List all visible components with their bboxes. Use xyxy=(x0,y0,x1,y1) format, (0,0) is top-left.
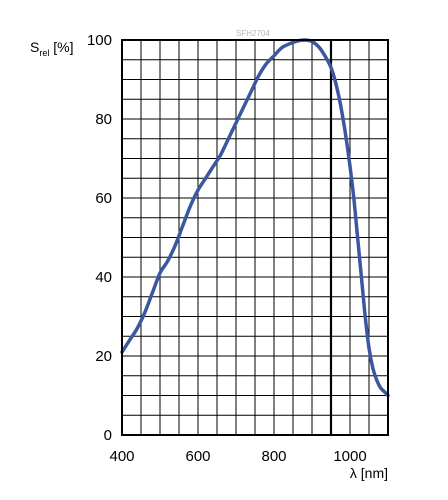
y-tick-label: 100 xyxy=(87,32,112,49)
x-tick-label: 400 xyxy=(109,448,134,465)
y-tick-label: 40 xyxy=(95,269,112,286)
x-tick-label: 800 xyxy=(261,448,286,465)
y-tick-label: 80 xyxy=(95,111,112,128)
chart-frame-layer xyxy=(121,39,389,436)
x-tick-label: 600 xyxy=(185,448,210,465)
y-tick-labels: 0 20 40 60 80 100 xyxy=(87,32,112,444)
y-axis-label-unit: [%] xyxy=(49,39,73,55)
y-tick-label: 60 xyxy=(95,190,112,207)
y-tick-label: 0 xyxy=(104,427,112,444)
series-line xyxy=(120,38,390,398)
x-tick-labels: 400 600 800 1000 xyxy=(109,448,366,465)
y-axis-label-main: S xyxy=(30,39,39,55)
x-axis-label: λ [nm] xyxy=(350,465,388,481)
y-axis-label-sub: rel xyxy=(39,48,49,58)
chart-grid xyxy=(122,40,388,435)
y-axis-label: Srel [%] xyxy=(30,39,73,58)
chart-watermark: SFH2704 xyxy=(236,29,270,38)
y-tick-label: 20 xyxy=(95,348,112,365)
plot-frame xyxy=(121,39,389,436)
x-tick-label: 1000 xyxy=(333,448,366,465)
chart-curve-layer xyxy=(120,38,390,398)
